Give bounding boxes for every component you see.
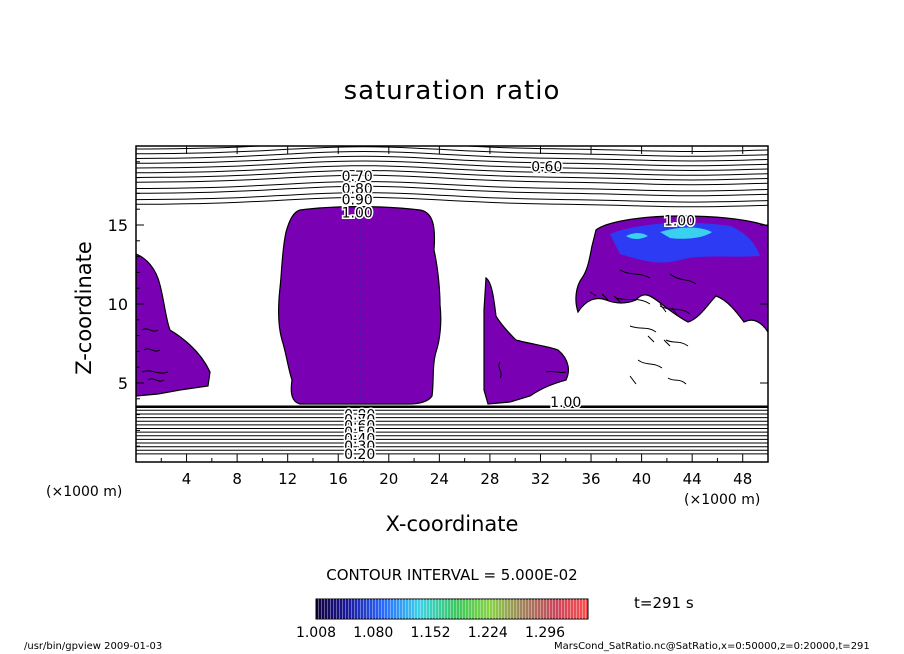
x-tick-label: 32 bbox=[531, 470, 550, 488]
y-tick-label: 5 bbox=[118, 374, 128, 393]
contour-label: 0.50 bbox=[344, 425, 375, 441]
contour-line bbox=[136, 181, 768, 192]
contour-line bbox=[136, 155, 768, 167]
contour-line bbox=[136, 192, 768, 203]
contour-label: 1.00 bbox=[664, 213, 695, 229]
y-axis-unit: (×1000 m) bbox=[46, 484, 123, 500]
x-tick-label: 16 bbox=[329, 470, 348, 488]
cloud-core bbox=[610, 222, 760, 263]
x-tick-label: 28 bbox=[480, 470, 499, 488]
x-tick-label: 12 bbox=[278, 470, 297, 488]
footer-right: MarsCond_SatRatio.nc@SatRatio,x=0:50000,… bbox=[554, 641, 870, 652]
colorbar-tick-label: 1.008 bbox=[296, 625, 336, 641]
x-tick-label: 44 bbox=[683, 470, 702, 488]
colorbar-tick-label: 1.152 bbox=[410, 625, 450, 641]
contour-line bbox=[136, 174, 768, 186]
contour-line bbox=[136, 160, 768, 172]
x-tick-label: 20 bbox=[379, 470, 398, 488]
y-axis-ticks: 5 10 15 bbox=[108, 161, 768, 447]
contour-label: 0.70 bbox=[342, 169, 373, 185]
x-tick-label: 40 bbox=[632, 470, 651, 488]
contour-line bbox=[136, 169, 768, 181]
central-cloud bbox=[278, 206, 442, 405]
colorbar-tick-label: 1.224 bbox=[468, 625, 508, 641]
contour-line bbox=[136, 146, 768, 157]
chart-title: saturation ratio bbox=[343, 76, 561, 106]
contour-label: 0.90 bbox=[342, 193, 373, 209]
x-axis-ticks: 4 8 12 16 20 24 28 32 36 40 44 48 bbox=[160, 146, 752, 488]
y-tick-label: 10 bbox=[108, 295, 128, 314]
contour-label: 0.80 bbox=[344, 408, 375, 424]
contour-line bbox=[136, 146, 768, 152]
footer-left: /usr/bin/gpview 2009-01-03 bbox=[24, 641, 163, 652]
contour-line bbox=[136, 196, 768, 208]
colorbar-tick-label: 1.296 bbox=[525, 625, 565, 641]
time-label: t=291 s bbox=[634, 594, 694, 612]
contour-label: 1.00 bbox=[550, 395, 581, 411]
contour-labels: 0.600.700.800.901.00 1.001.000.800.700.60… bbox=[340, 158, 696, 465]
x-axis-unit: (×1000 m) bbox=[684, 492, 761, 508]
lower-contour-lines bbox=[136, 405, 768, 455]
contour-line bbox=[136, 150, 768, 162]
colorbar-tick-label: 1.080 bbox=[353, 625, 393, 641]
contour-line bbox=[136, 185, 768, 197]
contour-line bbox=[136, 165, 768, 176]
upper-contour-lines bbox=[136, 146, 768, 208]
y-tick-label: 15 bbox=[108, 216, 128, 235]
contour-label: 0.60 bbox=[531, 160, 562, 176]
left-edge-blob bbox=[136, 253, 211, 397]
contour-interval-label: CONTOUR INTERVAL = 5.000E-02 bbox=[326, 566, 578, 584]
right-middle-cloud bbox=[483, 276, 569, 405]
contour-label: 0.30 bbox=[344, 439, 375, 455]
contour-label: 0.60 bbox=[344, 419, 375, 435]
x-tick-label: 24 bbox=[430, 470, 449, 488]
x-tick-label: 4 bbox=[182, 470, 192, 488]
colorbar-tick-labels: 1.008 1.080 1.152 1.224 1.296 bbox=[296, 625, 565, 641]
contour-label: 1.00 bbox=[342, 205, 373, 221]
y-axis-label: Z-coordinate bbox=[72, 241, 96, 375]
x-tick-label: 48 bbox=[733, 470, 752, 488]
embedded-contour-noise bbox=[141, 220, 697, 400]
contour-label: 0.20 bbox=[344, 447, 375, 463]
x-tick-label: 8 bbox=[232, 470, 242, 488]
x-axis-label: X-coordinate bbox=[385, 512, 519, 536]
contour-label: 0.80 bbox=[342, 182, 373, 198]
contour-label: 0.40 bbox=[344, 431, 375, 447]
x-tick-label: 36 bbox=[581, 470, 600, 488]
contour-label: 0.70 bbox=[344, 412, 375, 428]
